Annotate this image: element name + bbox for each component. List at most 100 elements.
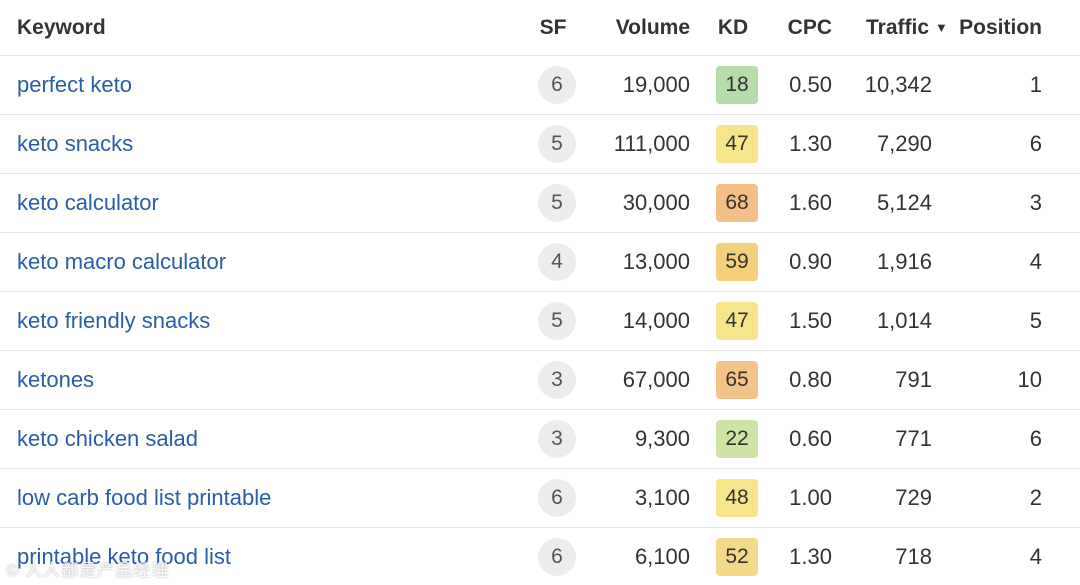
keyword-link[interactable]: keto calculator	[17, 190, 159, 215]
keyword-difficulty-badge: 48	[716, 479, 758, 517]
sf-cell: 5	[538, 174, 576, 232]
header-cpc[interactable]: CPC	[787, 15, 832, 39]
volume-value: 67,000	[622, 367, 690, 392]
keyword-link[interactable]: perfect keto	[17, 72, 132, 97]
kd-cell: 59	[716, 233, 758, 291]
volume-value: 14,000	[622, 308, 690, 333]
traffic-value: 5,124	[876, 190, 932, 215]
position-value: 6	[1029, 131, 1042, 156]
serp-features-badge[interactable]: 3	[538, 361, 576, 399]
cpc-value: 0.50	[789, 72, 832, 97]
cpc-value: 0.80	[789, 367, 832, 392]
position-value: 4	[1029, 544, 1042, 569]
sf-cell: 6	[538, 56, 576, 114]
volume-value: 19,000	[622, 72, 690, 97]
keyword-difficulty-badge: 47	[716, 125, 758, 163]
keyword-link[interactable]: keto snacks	[17, 131, 134, 156]
keyword-difficulty-badge: 22	[716, 420, 758, 458]
keyword-link[interactable]: ketones	[17, 367, 95, 392]
table-header: Keyword SF Volume KD CPC Traffic ▼ Posit…	[0, 0, 1080, 56]
cpc-value: 1.50	[789, 308, 832, 333]
kd-cell: 48	[716, 469, 758, 527]
table-row: keto macro calculator 4 13,000 59 0.90 1,916 4	[0, 233, 1080, 292]
position-value: 4	[1029, 249, 1042, 274]
kd-cell: 18	[716, 56, 758, 114]
kd-cell: 68	[716, 174, 758, 232]
position-value: 1	[1029, 72, 1042, 97]
sf-cell: 3	[538, 351, 576, 409]
serp-features-badge[interactable]: 6	[538, 538, 576, 576]
keyword-difficulty-badge: 59	[716, 243, 758, 281]
table-row: keto chicken salad 3 9,300 22 0.60 771 6	[0, 410, 1080, 469]
header-volume[interactable]: Volume	[615, 15, 690, 39]
header-keyword[interactable]: Keyword	[17, 15, 106, 39]
kd-cell: 52	[716, 528, 758, 585]
kd-cell: 47	[716, 292, 758, 350]
keyword-difficulty-badge: 18	[716, 66, 758, 104]
volume-value: 111,000	[613, 131, 690, 156]
cpc-value: 0.60	[789, 426, 832, 451]
volume-value: 6,100	[634, 544, 690, 569]
position-value: 3	[1029, 190, 1042, 215]
keyword-difficulty-badge: 68	[716, 184, 758, 222]
sf-cell: 5	[538, 292, 576, 350]
volume-value: 3,100	[634, 485, 690, 510]
traffic-value: 7,290	[876, 131, 932, 156]
keyword-link[interactable]: printable keto food list	[17, 544, 232, 569]
cpc-value: 1.00	[789, 485, 832, 510]
watermark: © 人人都是产品经理	[6, 561, 170, 580]
traffic-value: 791	[895, 367, 932, 392]
header-sf[interactable]: SF	[539, 15, 567, 39]
keyword-difficulty-badge: 65	[716, 361, 758, 399]
keyword-difficulty-badge: 47	[716, 302, 758, 340]
header-position[interactable]: Position	[959, 15, 1042, 39]
serp-features-badge[interactable]: 6	[538, 479, 576, 517]
sf-cell: 6	[538, 469, 576, 527]
kd-cell: 65	[716, 351, 758, 409]
cpc-value: 1.60	[789, 190, 832, 215]
header-traffic-label: Traffic	[866, 15, 930, 39]
position-value: 2	[1029, 485, 1042, 510]
table-row: printable keto food list 6 6,100 52 1.30 718 4	[0, 528, 1080, 585]
table-row: keto calculator 5 30,000 68 1.60 5,124 3	[0, 174, 1080, 233]
keyword-link[interactable]: keto friendly snacks	[17, 308, 211, 333]
serp-features-badge[interactable]: 6	[538, 66, 576, 104]
keyword-link[interactable]: low carb food list printable	[17, 485, 272, 510]
cpc-value: 1.30	[789, 131, 832, 156]
serp-features-badge[interactable]: 5	[538, 125, 576, 163]
sf-cell: 4	[538, 233, 576, 291]
keyword-link[interactable]: keto macro calculator	[17, 249, 227, 274]
traffic-value: 771	[895, 426, 932, 451]
table-row: keto snacks 5 111,000 47 1.30 7,290 6	[0, 115, 1080, 174]
traffic-value: 10,342	[864, 72, 932, 97]
volume-value: 9,300	[634, 426, 690, 451]
serp-features-badge[interactable]: 3	[538, 420, 576, 458]
traffic-value: 718	[895, 544, 932, 569]
table-row: low carb food list printable 6 3,100 48 1.00…	[0, 469, 1080, 528]
table-row: keto friendly snacks 5 14,000 47 1.50 1,014 5	[0, 292, 1080, 351]
keyword-difficulty-badge: 52	[716, 538, 758, 576]
cpc-value: 1.30	[789, 544, 832, 569]
keyword-link[interactable]: keto chicken salad	[17, 426, 198, 451]
traffic-value: 729	[895, 485, 932, 510]
volume-value: 30,000	[622, 190, 690, 215]
serp-features-badge[interactable]: 5	[538, 184, 576, 222]
cpc-value: 0.90	[789, 249, 832, 274]
position-value: 5	[1029, 308, 1042, 333]
serp-features-badge[interactable]: 4	[538, 243, 576, 281]
sf-cell: 5	[538, 115, 576, 173]
table-row: perfect keto 6 19,000 18 0.50 10,342 1	[0, 56, 1080, 115]
volume-value: 13,000	[622, 249, 690, 274]
kd-cell: 22	[716, 410, 758, 468]
serp-features-badge[interactable]: 5	[538, 302, 576, 340]
traffic-value: 1,916	[876, 249, 932, 274]
sf-cell: 6	[538, 528, 576, 585]
table-row: ketones 3 67,000 65 0.80 791 10	[0, 351, 1080, 410]
header-kd[interactable]: KD	[717, 15, 749, 39]
caret-down-icon: ▼	[935, 20, 948, 35]
header-traffic[interactable]: Traffic ▼	[866, 0, 952, 55]
position-value: 6	[1029, 426, 1042, 451]
kd-cell: 47	[716, 115, 758, 173]
position-value: 10	[1017, 367, 1042, 392]
